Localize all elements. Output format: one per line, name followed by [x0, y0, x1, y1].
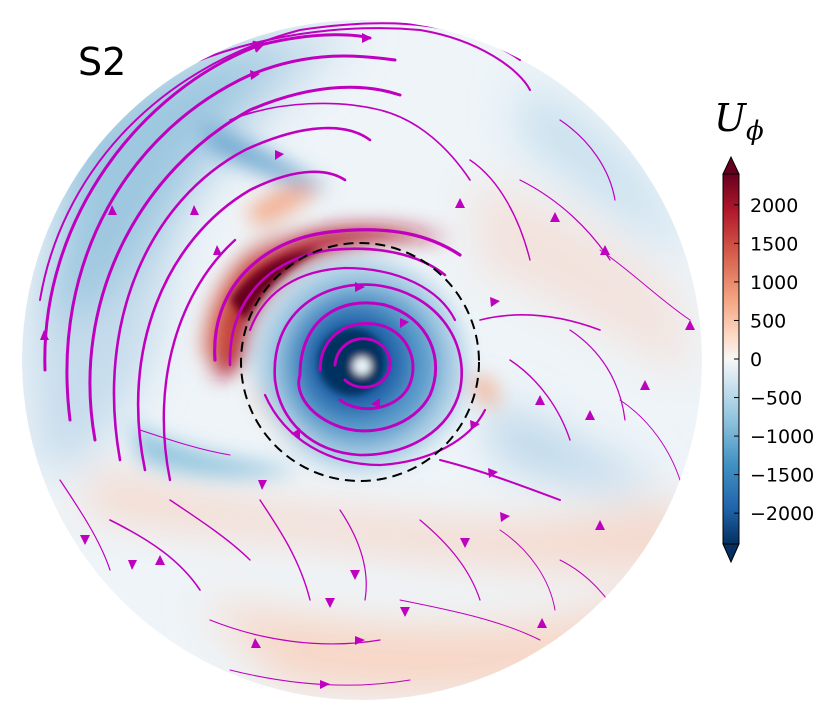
streamline [169, 499, 251, 561]
arrowhead [535, 395, 545, 405]
streamline [136, 170, 347, 472]
arrowhead [600, 245, 610, 255]
arrowhead [500, 512, 510, 522]
streamline [619, 399, 681, 481]
streamline-arrows [40, 33, 695, 689]
arrowhead [470, 420, 480, 430]
colorbar-title: Uϕ [714, 96, 764, 147]
arrowhead [400, 318, 409, 328]
colorbar-tick-label: 500 [750, 310, 786, 332]
streamline [439, 459, 561, 501]
arrowhead [320, 680, 330, 689]
colorbar-tick-label: 1000 [750, 272, 798, 294]
arrowhead [640, 380, 650, 390]
arrowhead [371, 398, 380, 408]
arrowhead [128, 560, 137, 570]
streamline [263, 393, 487, 467]
arrowhead [80, 535, 90, 545]
arrowhead [362, 33, 372, 43]
arrowhead [460, 538, 470, 548]
streamline [297, 301, 438, 433]
streamline [65, 54, 397, 422]
arrowhead [488, 468, 498, 478]
arrowhead [400, 607, 410, 617]
streamline [139, 27, 531, 91]
arrowhead [685, 320, 695, 330]
streamline [469, 159, 531, 261]
streamline [318, 322, 415, 411]
streamline [109, 519, 201, 591]
streamline [499, 529, 556, 611]
streamline [479, 314, 601, 331]
streamline [248, 266, 457, 332]
colorbar-title-main: U [714, 96, 747, 140]
colorbar: 2000 1500 1000 500 0 −500 −1000 −1500 −2000 [722, 155, 814, 564]
colorbar-tick-label: 1500 [750, 233, 798, 255]
arrowhead [275, 150, 284, 160]
colorbar-extend-bottom [722, 543, 740, 564]
arrowhead [350, 570, 360, 580]
streamline [569, 329, 626, 421]
streamline [229, 102, 471, 181]
streamline [162, 238, 237, 482]
arrowhead [537, 618, 547, 628]
arrowhead [190, 205, 199, 215]
colorbar-tick-label: 0 [750, 349, 762, 371]
streamline [112, 126, 372, 462]
arrowhead [550, 212, 560, 222]
arrowhead [595, 520, 605, 530]
arrowhead [258, 480, 267, 490]
arrowhead [291, 428, 300, 438]
arrowhead [108, 205, 117, 215]
arrowhead [155, 555, 165, 565]
arrowhead [250, 70, 260, 80]
colorbar-tick-label: −1500 [750, 465, 814, 487]
heatmap-core [230, 248, 386, 396]
streamline [213, 228, 462, 362]
panel-label: S2 [78, 40, 127, 84]
streamline [559, 119, 616, 201]
arrowhead [585, 410, 595, 420]
colorbar-tick-label: −500 [750, 388, 802, 410]
streamline [509, 359, 571, 441]
arrowhead [40, 330, 49, 340]
arrowhead [355, 282, 365, 292]
arrowhead [213, 245, 222, 255]
arrowhead [455, 198, 465, 208]
streamline [228, 247, 447, 367]
colorbar-ticks: 2000 1500 1000 500 0 −500 −1000 −1500 −2000 [734, 195, 814, 525]
streamline [599, 249, 691, 321]
streamline [399, 599, 541, 641]
colorbar-title-sub: ϕ [746, 116, 764, 147]
heatmap-disc [22, 20, 702, 700]
colorbar-tick-label: −2000 [750, 503, 814, 525]
arrowhead [251, 638, 261, 648]
streamline [273, 283, 463, 457]
arrowhead [490, 297, 500, 307]
colorbar-extend-top [722, 155, 740, 175]
reference-circle [240, 242, 480, 482]
streamline [339, 509, 367, 601]
arrowhead [355, 636, 365, 645]
colorbar-tick-label: −1000 [750, 426, 814, 448]
streamline [88, 85, 402, 442]
streamline [333, 337, 392, 389]
streamline [139, 429, 231, 456]
colorbar-tick-label: 2000 [750, 195, 798, 217]
streamline [419, 519, 481, 601]
streamline [59, 479, 111, 571]
streamline [259, 499, 311, 601]
arrowhead [325, 598, 335, 608]
